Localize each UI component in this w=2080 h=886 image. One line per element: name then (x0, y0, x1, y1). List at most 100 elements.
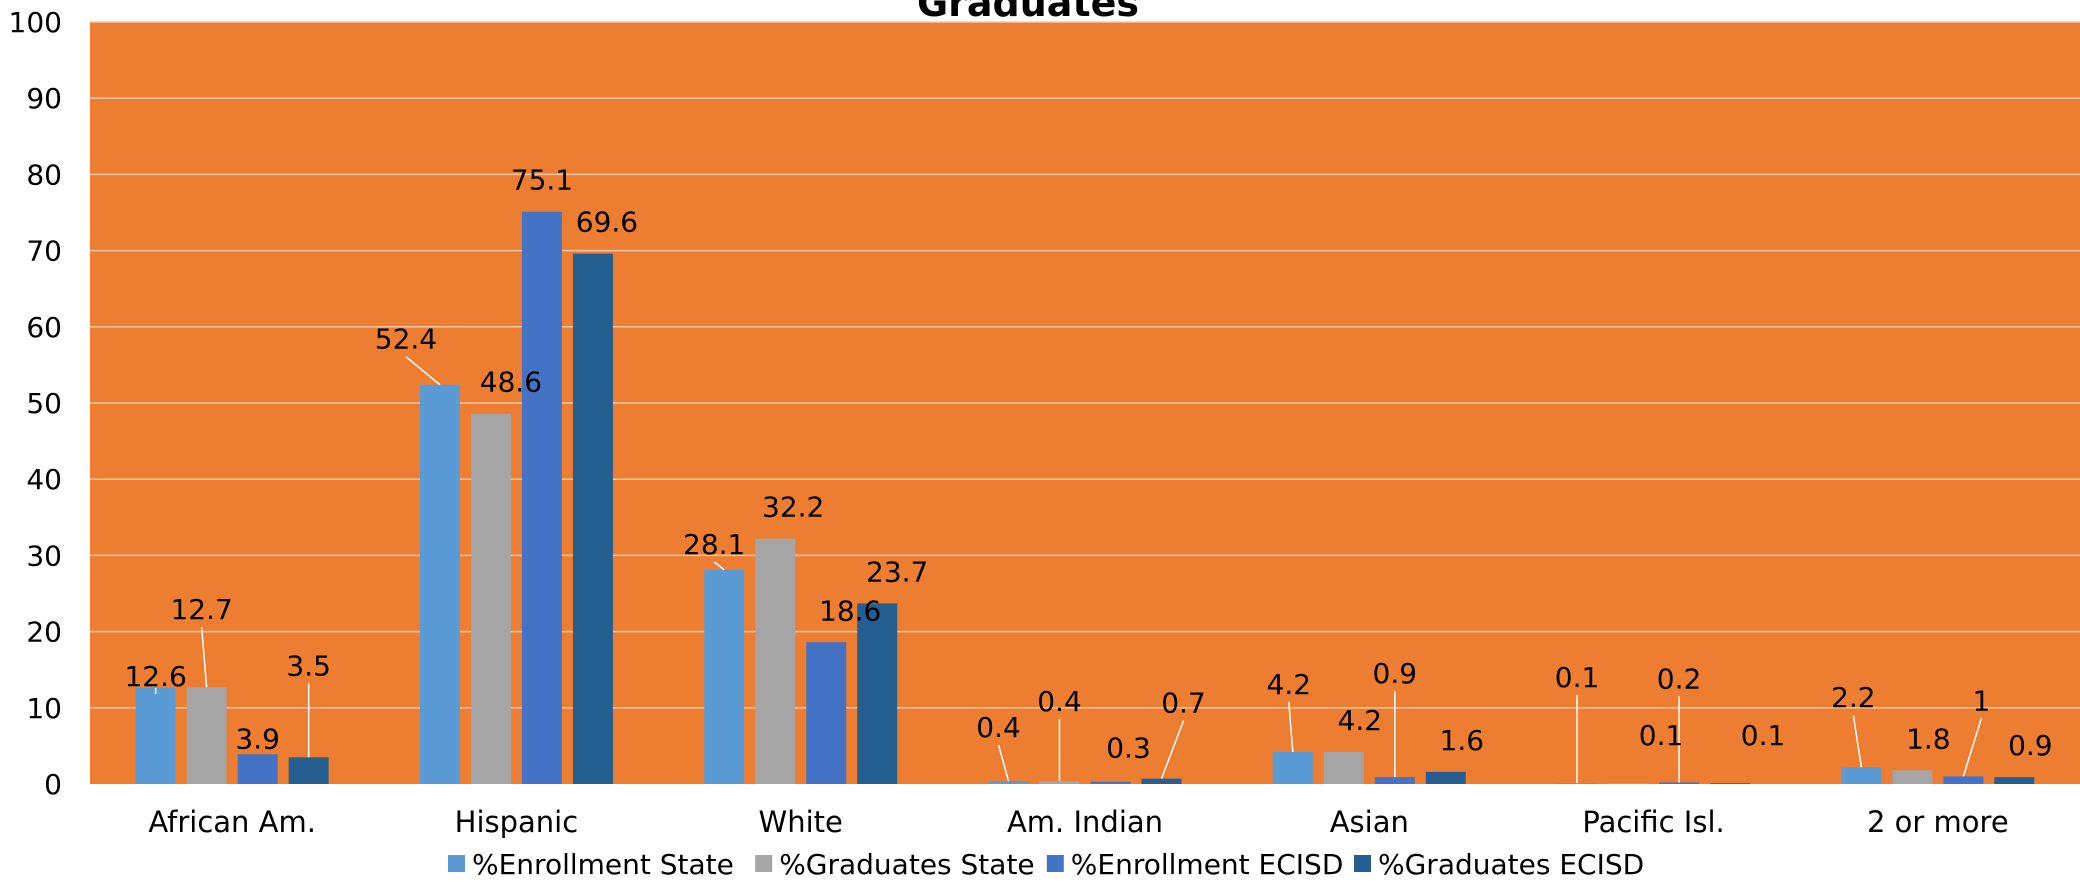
leader-line (997, 744, 1010, 782)
bar (470, 413, 511, 784)
data-label: 1.6 (1440, 724, 1485, 757)
data-label: 12.7 (170, 593, 232, 626)
data-label: 0.7 (1161, 687, 1206, 720)
bar (988, 780, 1029, 784)
data-label: 75.1 (511, 164, 573, 197)
data-label: 2.2 (1831, 681, 1876, 714)
data-label: 0.1 (1741, 719, 1786, 752)
x-tick-label: African Am. (148, 805, 316, 839)
bar (1323, 751, 1364, 784)
legend: %Enrollment State %Graduates State %Enroll… (448, 848, 1644, 881)
data-label: 1.8 (1906, 722, 1951, 755)
data-label: 4.2 (1267, 668, 1312, 701)
leader-line (1962, 718, 1983, 777)
x-tick-label: 2 or more (1867, 805, 2009, 839)
bar (135, 687, 176, 784)
bar (1141, 778, 1182, 784)
data-label: 32.2 (762, 491, 824, 524)
data-label: 52.4 (375, 323, 437, 356)
legend-label: %Enrollment State (472, 848, 734, 881)
leader-line (405, 356, 441, 386)
y-tick-label: 60 (26, 311, 62, 344)
x-axis-ticks: African Am. Hispanic White Am. Indian Asian P… (148, 805, 2008, 839)
data-label: 0.1 (1555, 661, 1600, 694)
leader-line (200, 627, 208, 688)
bar (806, 642, 847, 784)
data-label: 4.2 (1338, 704, 1383, 737)
legend-swatch (1354, 855, 1371, 872)
legend-swatch (1046, 855, 1064, 872)
bar (186, 687, 227, 784)
bars (135, 211, 2035, 784)
legend-label: %Enrollment ECISD (1071, 848, 1344, 881)
bar (521, 211, 562, 784)
x-tick-label: Hispanic (455, 805, 579, 839)
y-tick-label: 20 (26, 616, 62, 649)
bar (1374, 777, 1415, 784)
bar (1272, 751, 1313, 784)
legend-swatch (755, 855, 773, 872)
bar (288, 757, 329, 784)
data-label: 0.2 (1657, 662, 1702, 695)
bar (704, 569, 745, 784)
data-label: 3.5 (286, 649, 331, 682)
leader-line (1288, 701, 1294, 753)
bar (1994, 777, 2035, 784)
x-tick-label: Am. Indian (1007, 805, 1163, 839)
x-tick-label: Pacific Isl. (1582, 805, 1724, 839)
y-tick-label: 90 (26, 82, 62, 115)
bar (1090, 781, 1131, 784)
data-labels: 12.6 52.4 28.1 0.4 4.2 0.1 2.2 12.7 48.6 32.2 0.4 4… (124, 164, 2052, 765)
y-tick-label: 70 (26, 235, 62, 268)
y-tick-label: 30 (26, 539, 62, 572)
data-label: 23.7 (866, 555, 928, 588)
bar (1557, 783, 1598, 784)
legend-label: %Graduates ECISD (1378, 848, 1644, 881)
y-tick-label: 0 (44, 768, 62, 801)
legend-label: %Graduates State (779, 848, 1034, 881)
bar (1892, 770, 1933, 784)
chart-title: Graduates (917, 0, 1139, 25)
data-label: 12.6 (124, 660, 186, 693)
data-label: 0.9 (2008, 729, 2053, 762)
bar (857, 603, 898, 784)
x-tick-label: White (759, 805, 843, 839)
y-tick-label: 100 (9, 6, 62, 39)
y-tick-label: 10 (26, 692, 62, 725)
data-label: 48.6 (480, 366, 542, 399)
data-label: 0.9 (1373, 657, 1418, 690)
data-label: 69.6 (576, 206, 638, 239)
y-tick-label: 50 (26, 387, 62, 420)
x-tick-label: Asian (1330, 805, 1409, 839)
bar (1841, 767, 1882, 784)
bar (1425, 771, 1466, 784)
data-label: 28.1 (683, 528, 745, 561)
y-tick-label: 80 (26, 158, 62, 191)
data-label: 18.6 (819, 594, 881, 627)
bar (572, 253, 613, 784)
legend-swatch (448, 855, 465, 872)
legend-item: %Enrollment State (448, 848, 734, 881)
bar (1659, 782, 1700, 784)
data-label: 0.4 (1037, 685, 1082, 718)
leader-line (1160, 720, 1185, 779)
data-label: 0.4 (976, 711, 1021, 744)
bar (1710, 783, 1751, 784)
leader-line (713, 561, 725, 571)
y-tick-label: 40 (26, 463, 62, 496)
data-label: 3.9 (235, 722, 280, 755)
legend-item: %Enrollment ECISD (1046, 848, 1344, 881)
bar (755, 538, 796, 784)
y-axis-ticks: 0 10 20 30 40 50 60 70 80 90 100 (9, 6, 62, 801)
label-leader-lines (154, 356, 1983, 784)
data-label: 1 (1972, 684, 1990, 717)
data-label: 0.1 (1639, 719, 1684, 752)
legend-item: %Graduates State (755, 848, 1035, 881)
data-label: 0.3 (1106, 732, 1151, 765)
leader-line (1852, 715, 1863, 768)
bar (1608, 783, 1649, 784)
bar (1039, 780, 1080, 784)
bar (237, 754, 278, 784)
